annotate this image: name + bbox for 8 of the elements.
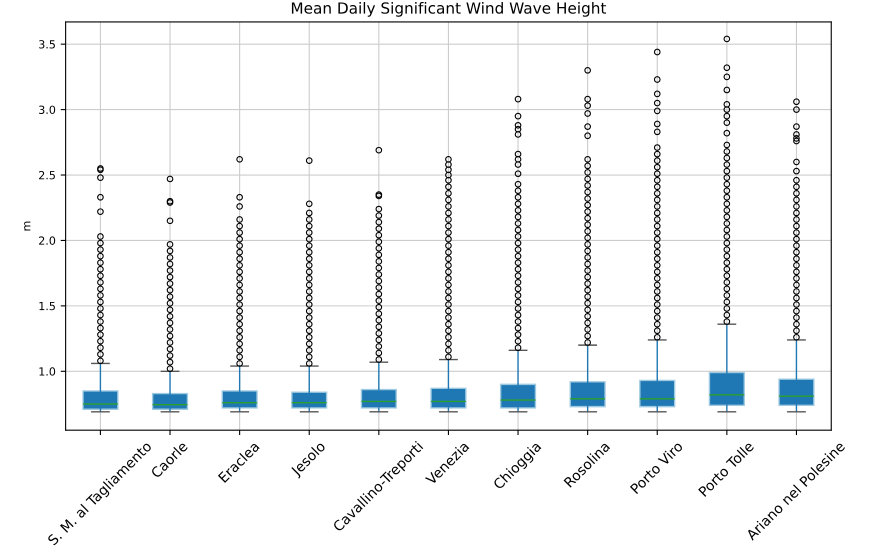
y-axis-title: m xyxy=(24,222,30,230)
y-tick-label: 2.5 xyxy=(39,170,55,180)
y-tick-label: 3.0 xyxy=(39,106,56,114)
y-tick-label: 1.5 xyxy=(39,302,55,310)
y-tick-label: 1.0 xyxy=(39,367,56,376)
y-tick-label: 2.0 xyxy=(39,236,56,245)
chart-title: Mean Daily Significant Wind Wave Height xyxy=(292,2,606,17)
y-tick-label: 3.5 xyxy=(39,40,55,49)
